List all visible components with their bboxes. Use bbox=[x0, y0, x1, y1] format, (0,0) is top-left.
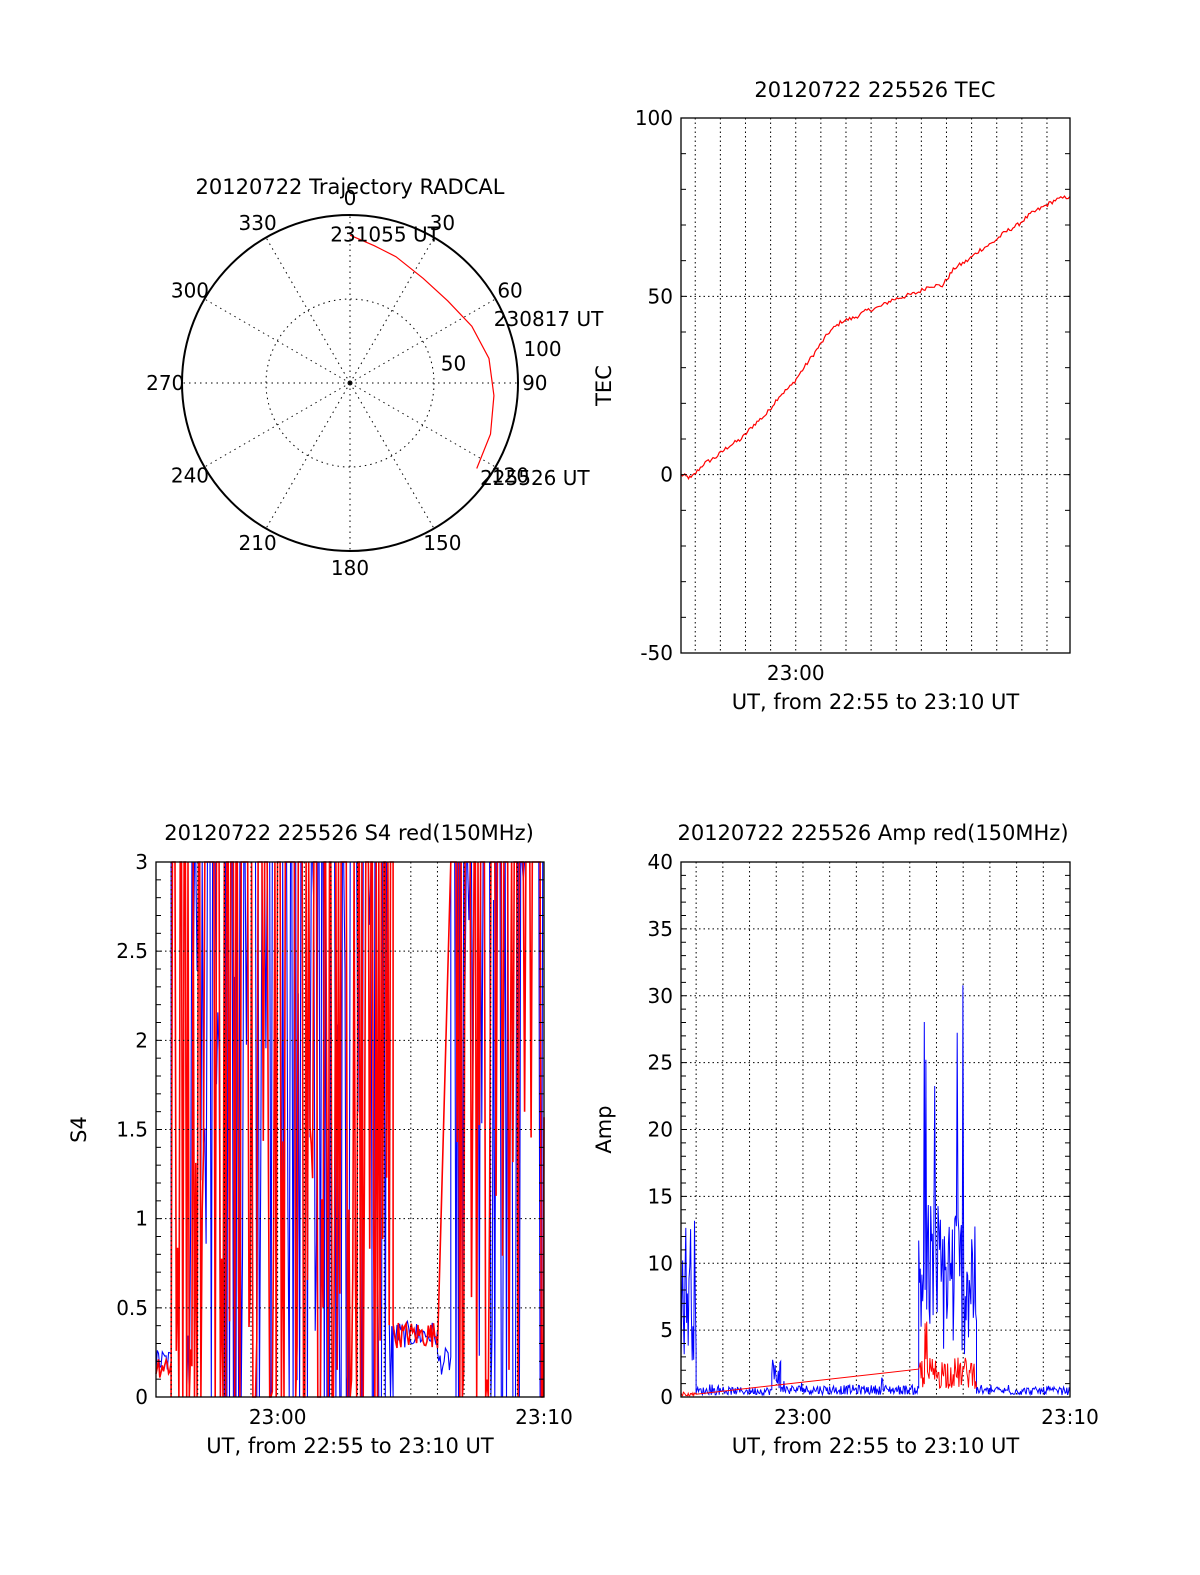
spoke-300 bbox=[204, 298, 351, 384]
amp-title: 20120722 225526 Amp red(150MHz) bbox=[677, 821, 1068, 845]
y-tick-label: 100 bbox=[635, 106, 673, 130]
azimuth-label: 90 bbox=[522, 371, 547, 395]
amp-xlabel: UT, from 22:55 to 23:10 UT bbox=[732, 1434, 1020, 1458]
y-tick-label: 3 bbox=[135, 850, 148, 874]
amp-panel: 20120722 225526 Amp red(150MHz) 0 5 10 15 20… bbox=[592, 821, 1099, 1458]
y-tick-label: 50 bbox=[648, 284, 673, 308]
spoke-330 bbox=[265, 237, 351, 384]
y-tick-label: 2 bbox=[135, 1028, 148, 1052]
tec-ticks: -50 0 50 100 23:00 bbox=[635, 106, 1070, 685]
azimuth-label: 0 bbox=[344, 186, 357, 210]
s4-ticks: 0 0.5 1 1.5 2 2.5 3 23:00 23:10 bbox=[116, 850, 573, 1429]
tec-panel: 20120722 225526 TEC -50 0 50 100 23:00 TEC U… bbox=[592, 78, 1071, 714]
spoke-30 bbox=[349, 237, 435, 384]
azimuth-label: 270 bbox=[146, 371, 184, 395]
azimuth-label: 180 bbox=[331, 556, 369, 580]
y-tick-label: 15 bbox=[648, 1184, 673, 1208]
s4-ylabel: S4 bbox=[67, 1116, 91, 1143]
x-tick-label: 23:00 bbox=[249, 1405, 307, 1429]
x-tick-label: 23:00 bbox=[774, 1405, 832, 1429]
azimuth-label: 300 bbox=[171, 279, 209, 303]
trajectory-grid bbox=[181, 214, 519, 552]
azimuth-label: 210 bbox=[239, 531, 277, 555]
time-annotation: 225526 UT bbox=[480, 466, 590, 490]
tec-line bbox=[680, 195, 1071, 481]
y-tick-label: 40 bbox=[648, 850, 673, 874]
x-tick-label: 23:10 bbox=[515, 1405, 573, 1429]
time-annotation: 231055 UT bbox=[330, 222, 440, 246]
y-tick-label: 0 bbox=[135, 1385, 148, 1409]
y-tick-label: 1.5 bbox=[116, 1118, 148, 1142]
azimuth-label: 120 bbox=[491, 463, 529, 487]
radius-label: 50 bbox=[441, 351, 466, 375]
azimuth-label: 330 bbox=[239, 211, 277, 235]
spoke-240 bbox=[204, 382, 351, 468]
outer-circle bbox=[181, 214, 519, 552]
amp-ticks: 0 5 10 15 20 25 30 35 40 23:00 23:10 bbox=[648, 850, 1099, 1429]
tec-xlabel: UT, from 22:55 to 23:10 UT bbox=[732, 690, 1020, 714]
y-tick-label: 0.5 bbox=[116, 1296, 148, 1320]
tec-frame bbox=[680, 117, 1071, 654]
spoke-120 bbox=[349, 382, 496, 468]
y-tick-label: 10 bbox=[648, 1251, 673, 1275]
y-tick-label: 35 bbox=[648, 917, 673, 941]
x-tick-label: 23:00 bbox=[767, 661, 825, 685]
time-annotation: 230817 UT bbox=[494, 307, 604, 331]
amp-series bbox=[680, 985, 1071, 1398]
trajectory-labels: 0 30 60 90 120 150 180 210 240 270 300 330 50 100 bbox=[146, 186, 562, 580]
y-tick-label: 1 bbox=[135, 1207, 148, 1231]
tec-ylabel: TEC bbox=[592, 365, 616, 407]
azimuth-label: 30 bbox=[430, 211, 455, 235]
trajectory-title: 20120722 Trajectory RADCAL bbox=[196, 175, 505, 199]
s4-title: 20120722 225526 S4 red(150MHz) bbox=[164, 821, 534, 845]
s4-grid bbox=[156, 862, 544, 1397]
trajectory-line bbox=[349, 234, 495, 469]
tec-series bbox=[680, 195, 1071, 481]
tec-title: 20120722 225526 TEC bbox=[754, 78, 995, 102]
spoke-210 bbox=[265, 382, 351, 529]
tec-grid bbox=[681, 118, 1070, 653]
amp-line bbox=[680, 1321, 977, 1398]
azimuth-label: 60 bbox=[497, 279, 522, 303]
y-tick-label: 2.5 bbox=[116, 939, 148, 963]
azimuth-label: 150 bbox=[423, 531, 461, 555]
y-tick-label: -50 bbox=[640, 641, 673, 665]
spoke-60 bbox=[349, 298, 496, 384]
trajectory-annotations: 231055 UT 230817 UT 225526 UT bbox=[330, 222, 604, 489]
amp-ylabel: Amp bbox=[592, 1105, 616, 1153]
y-tick-label: 30 bbox=[648, 984, 673, 1008]
trajectory-panel: 20120722 Trajectory RADCAL 0 30 60 90 120 150… bbox=[146, 175, 604, 580]
y-tick-label: 0 bbox=[660, 463, 673, 487]
trajectory-track bbox=[349, 234, 495, 469]
y-tick-label: 25 bbox=[648, 1051, 673, 1075]
s4-xlabel: UT, from 22:55 to 23:10 UT bbox=[206, 1434, 494, 1458]
radius-label: 100 bbox=[523, 337, 561, 361]
y-tick-label: 20 bbox=[648, 1118, 673, 1142]
s4-panel: 20120722 225526 S4 red(150MHz) 0 0.5 1 1.5 2… bbox=[67, 821, 573, 1458]
x-tick-label: 23:10 bbox=[1041, 1405, 1099, 1429]
center-mark bbox=[347, 380, 353, 386]
spoke-150 bbox=[349, 382, 435, 529]
amp-line bbox=[680, 985, 1071, 1397]
y-tick-label: 0 bbox=[660, 1385, 673, 1409]
azimuth-label: 240 bbox=[171, 463, 209, 487]
amp-grid bbox=[681, 862, 1070, 1397]
y-tick-label: 5 bbox=[660, 1318, 673, 1342]
